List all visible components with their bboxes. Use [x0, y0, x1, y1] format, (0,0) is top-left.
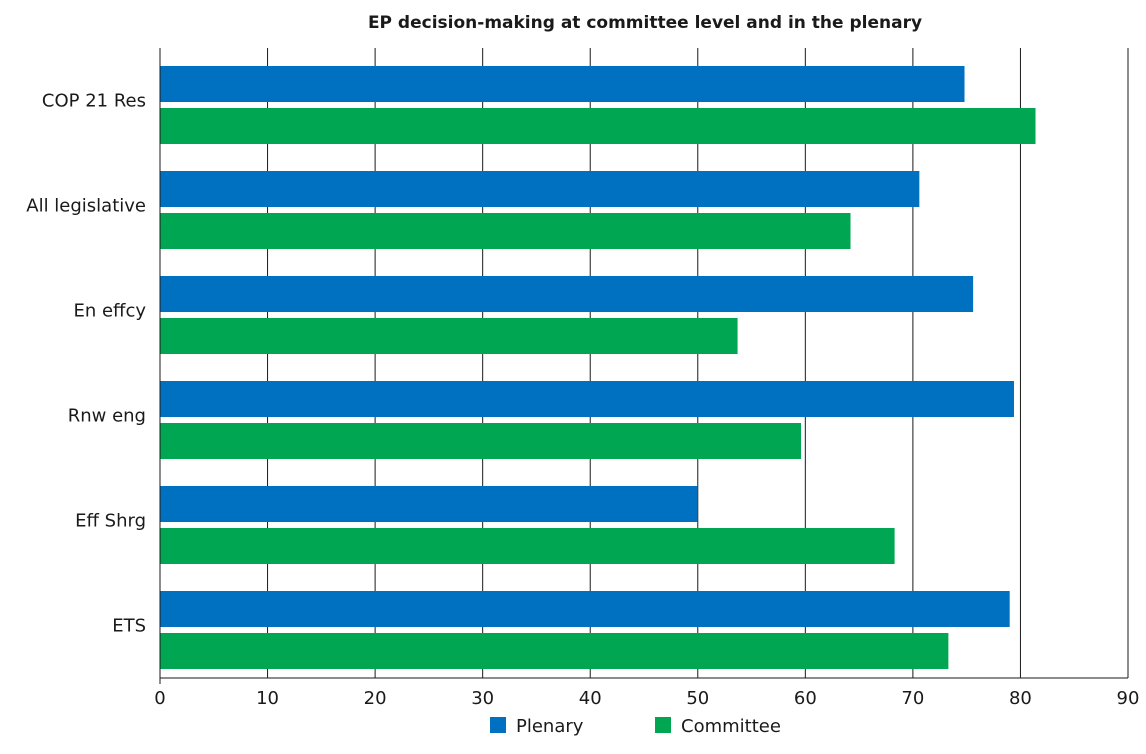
bar-plenary-5: [160, 591, 1010, 627]
bar-committee-0: [160, 108, 1036, 144]
x-tick-label: 50: [686, 688, 709, 709]
x-tick-label: 10: [256, 688, 279, 709]
x-tick-label: 90: [1117, 688, 1140, 709]
x-tick-label: 80: [1009, 688, 1032, 709]
bar-plenary-3: [160, 381, 1014, 417]
bar-plenary-0: [160, 66, 965, 102]
x-tick-label: 60: [794, 688, 817, 709]
legend: Plenary Committee: [490, 716, 781, 737]
category-label: ETS: [112, 616, 146, 637]
bar-committee-2: [160, 318, 738, 354]
legend-label-committee: Committee: [681, 716, 781, 737]
legend-swatch-plenary: [490, 717, 506, 733]
category-label: En effcy: [73, 301, 146, 322]
bars: [160, 66, 1036, 669]
x-tick-label: 20: [364, 688, 387, 709]
legend-swatch-committee: [655, 717, 671, 733]
bar-committee-5: [160, 633, 948, 669]
x-tick-labels: 0 10 20 30 40 50 60 70 80 90: [154, 688, 1139, 709]
category-label: Rnw eng: [68, 406, 146, 427]
bar-committee-4: [160, 528, 895, 564]
chart-title: EP decision-making at committee level an…: [368, 13, 922, 33]
bar-plenary-1: [160, 171, 919, 207]
category-label: COP 21 Res: [42, 91, 146, 112]
bar-plenary-2: [160, 276, 973, 312]
x-tick-label: 40: [579, 688, 602, 709]
x-tick-label: 30: [471, 688, 494, 709]
legend-label-plenary: Plenary: [516, 716, 584, 737]
bar-plenary-4: [160, 486, 698, 522]
category-labels: COP 21 Res All legislative En effcy Rnw eng…: [26, 91, 146, 637]
category-label: Eff Shrg: [75, 511, 146, 532]
category-label: All legislative: [26, 196, 146, 217]
bar-committee-1: [160, 213, 851, 249]
bar-committee-3: [160, 423, 801, 459]
x-tick-label: 70: [901, 688, 924, 709]
x-tick-label: 0: [154, 688, 165, 709]
